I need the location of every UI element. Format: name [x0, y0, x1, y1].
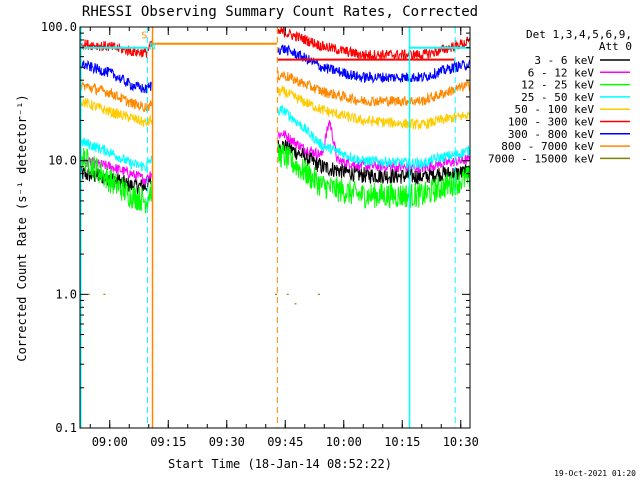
legend-header: Det 1,3,4,5,6,9, — [526, 28, 632, 41]
footer-timestamp: 19-Oct-2021 01:20 — [554, 469, 636, 478]
plot-inner: SN — [80, 27, 470, 428]
legend-label: 7000 - 15000 keV — [488, 152, 594, 165]
series-line — [80, 104, 470, 173]
legend-label: 3 - 6 keV — [534, 54, 594, 67]
series-line — [87, 293, 320, 305]
marker-letter: S — [141, 31, 147, 42]
y-axis-label: Corrected Count Rate (s⁻¹ detector⁻¹) — [15, 94, 29, 361]
y-tick-label: 1.0 — [55, 287, 77, 301]
series-line — [80, 143, 470, 214]
x-tick-label: 09:15 — [150, 435, 186, 449]
y-tick-label: 100.0 — [41, 20, 77, 34]
x-tick-label: 09:45 — [267, 435, 303, 449]
axes-frame — [79, 26, 471, 429]
x-tick-label: 10:00 — [326, 435, 362, 449]
y-tick-label: 10.0 — [48, 154, 77, 168]
series-line — [80, 85, 470, 130]
legend-label: 800 - 7000 keV — [501, 140, 594, 153]
legend-label: 12 - 25 keV — [521, 79, 594, 92]
x-axis-label: Start Time (18-Jan-14 08:52:22) — [168, 457, 392, 471]
chart-title: RHESSI Observing Summary Count Rates, Co… — [82, 4, 478, 20]
legend-header: Att 0 — [599, 40, 632, 53]
series-line — [80, 120, 470, 185]
series-line — [80, 70, 470, 113]
x-tick-label: 10:15 — [384, 435, 420, 449]
legend-label: 100 - 300 keV — [508, 116, 594, 129]
legend-label: 50 - 100 keV — [515, 103, 595, 116]
x-tick-label: 09:00 — [92, 435, 128, 449]
legend-label: 6 - 12 keV — [528, 66, 595, 79]
legend-label: 300 - 800 keV — [508, 128, 594, 141]
plot-area: SN — [80, 27, 470, 428]
legend-label: 25 - 50 keV — [521, 91, 594, 104]
marker-letter: N — [150, 41, 156, 52]
x-tick-label: 09:30 — [209, 435, 245, 449]
axes: 0.1 1.0 10.0 100.0 09:00 09:15 09:30 09:45 10:00… — [41, 20, 479, 449]
x-tick-label: 10:30 — [443, 435, 479, 449]
y-tick-label: 0.1 — [55, 421, 77, 435]
